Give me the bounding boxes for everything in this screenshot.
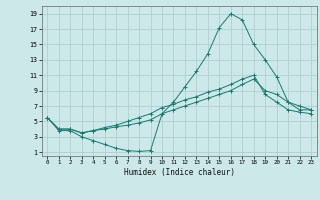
X-axis label: Humidex (Indice chaleur): Humidex (Indice chaleur) [124,168,235,177]
